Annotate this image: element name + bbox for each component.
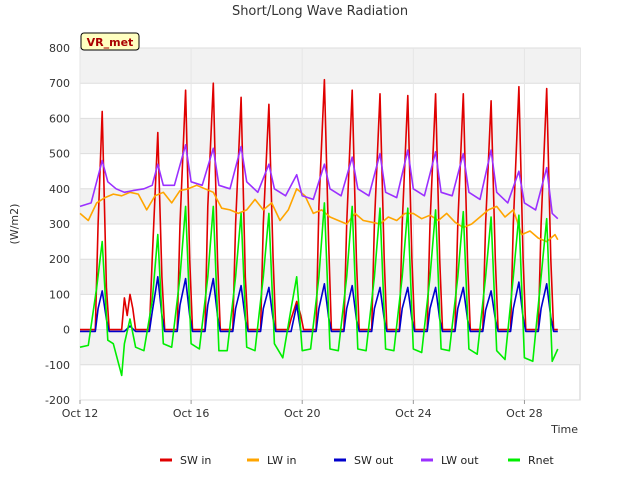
- y-tick-label: 300: [49, 218, 70, 231]
- x-tick-label: Oct 12: [62, 407, 99, 420]
- legend-label-rnet: Rnet: [528, 454, 554, 467]
- y-axis-label: (W/m2): [8, 204, 21, 245]
- x-tick-label: Oct 16: [173, 407, 210, 420]
- legend-label-lw-out: LW out: [441, 454, 479, 467]
- x-tick-label: Oct 20: [284, 407, 321, 420]
- y-tick-label: 800: [49, 42, 70, 55]
- y-tick-label: 400: [49, 183, 70, 196]
- y-tick-label: -100: [45, 359, 70, 372]
- y-tick-label: 600: [49, 112, 70, 125]
- x-tick-label: Oct 24: [395, 407, 432, 420]
- legend-label-sw-in: SW in: [180, 454, 211, 467]
- plot-band: [80, 48, 580, 84]
- y-tick-label: 500: [49, 148, 70, 161]
- legend-label-sw-out: SW out: [354, 454, 394, 467]
- station-tag-label: VR_met: [87, 36, 134, 49]
- chart-title: Short/Long Wave Radiation: [232, 4, 408, 19]
- legend-label-lw-in: LW in: [267, 454, 297, 467]
- legend: SW in LW in SW out LW out Rnet: [160, 454, 554, 467]
- y-tick-label: 0: [63, 324, 70, 337]
- y-tick-label: -200: [45, 394, 70, 407]
- x-axis-label: Time: [550, 423, 578, 436]
- y-tick-label: 200: [49, 253, 70, 266]
- series-line-rnet: [79, 202, 559, 377]
- series-lines: [79, 78, 559, 377]
- x-axis-ticks: Oct 12 Oct 16 Oct 20 Oct 24 Oct 28: [62, 400, 543, 420]
- y-tick-label: 700: [49, 77, 70, 90]
- y-tick-label: 100: [49, 288, 70, 301]
- series-line-lw-in: [79, 184, 559, 243]
- station-tag: VR_met: [80, 32, 140, 51]
- x-tick-label: Oct 28: [506, 407, 543, 420]
- y-axis-ticks: -200 -100 0 100 200 300 400 500 600 700 800: [45, 42, 70, 407]
- plot-band: [80, 118, 580, 154]
- series-line-lw-out: [79, 144, 559, 220]
